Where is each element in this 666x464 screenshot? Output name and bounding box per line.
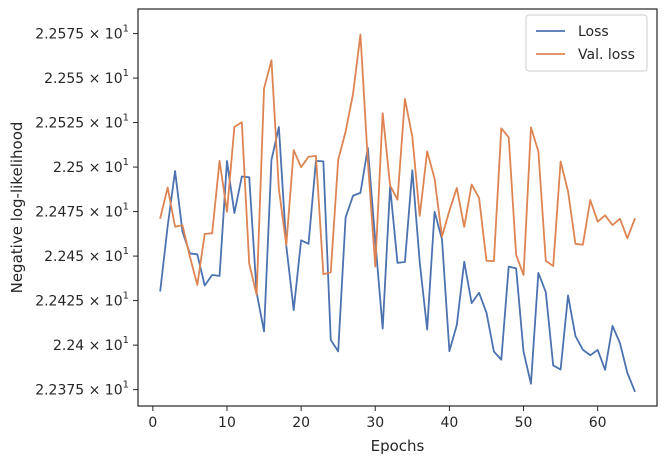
series-lines [159, 33, 636, 393]
y-axis-label: Negative log-likelihood [8, 122, 26, 294]
y-tick-label: 2.2475 × 101 [35, 202, 129, 221]
legend-label-val-loss: Val. loss [578, 47, 635, 63]
legend-label-loss: Loss [578, 24, 609, 40]
y-tick-label: 2.2575 × 101 [35, 24, 129, 43]
y-tick-label: 2.2375 × 101 [35, 380, 129, 399]
x-axis-label: Epochs [371, 437, 425, 455]
legend-box [525, 14, 648, 72]
y-tick-label: 2.245 × 101 [44, 246, 129, 265]
y-axis: 2.2375 × 101 2.24 × 101 2.2425 × 101 2.245 … [35, 24, 138, 399]
x-tick-label: 10 [218, 415, 236, 431]
y-tick-label: 2.2525 × 101 [35, 113, 129, 132]
x-tick-label: 40 [440, 415, 458, 431]
series-line-loss [159, 126, 636, 393]
x-axis: 0 10 20 30 40 50 60 [148, 406, 607, 431]
x-tick-label: 60 [589, 415, 607, 431]
x-tick-label: 30 [366, 415, 384, 431]
x-tick-label: 20 [292, 415, 310, 431]
series-line-val-loss [159, 33, 636, 296]
y-tick-label: 2.2425 × 101 [35, 291, 129, 310]
y-tick-label: 2.25 × 101 [53, 157, 129, 176]
x-tick-label: 50 [515, 415, 533, 431]
y-tick-label: 2.24 × 101 [53, 335, 129, 354]
y-tick-label: 2.255 × 101 [44, 68, 129, 87]
plot-frame [137, 8, 658, 407]
x-tick-label: 0 [148, 415, 157, 431]
legend: Loss Val. loss [525, 14, 648, 72]
